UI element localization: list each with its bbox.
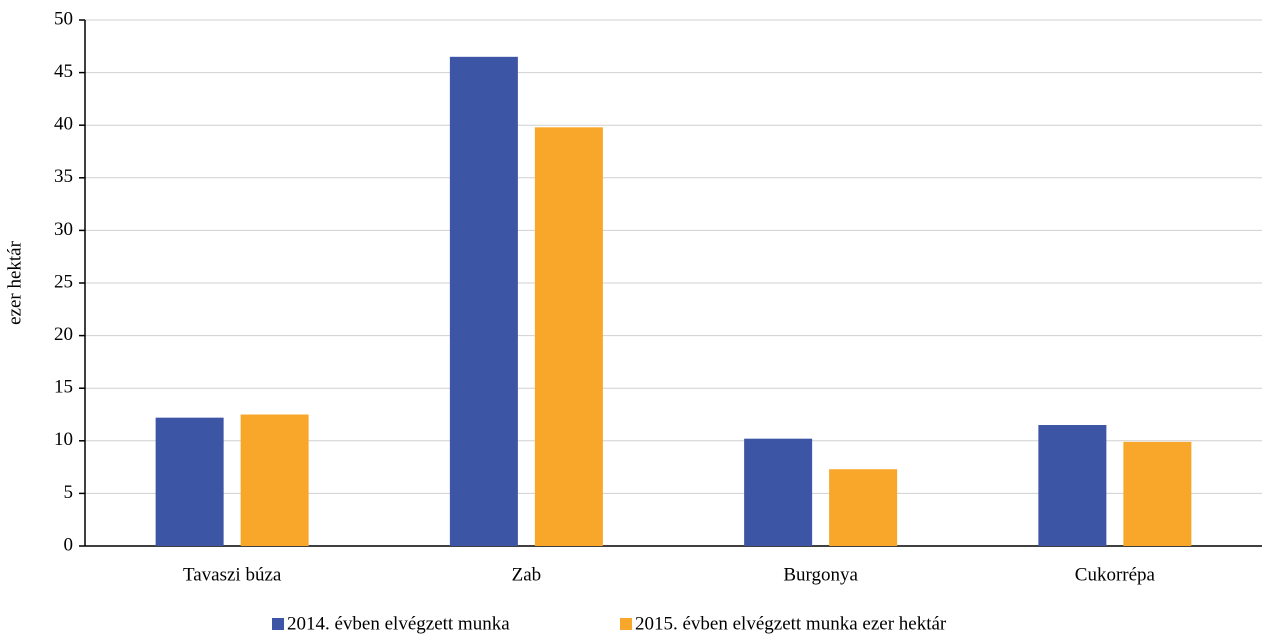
bar (744, 438, 813, 546)
y-tick-label: 15 (54, 377, 73, 398)
bar (1123, 441, 1192, 546)
legend-swatch (272, 618, 284, 630)
y-tick-label: 5 (64, 482, 74, 503)
x-tick-label: Burgonya (783, 564, 858, 585)
bar (534, 127, 603, 546)
legend-label: 2014. évben elvégzett munka (287, 613, 510, 634)
x-tick-label: Cukorrépa (1075, 564, 1156, 585)
y-tick-label: 35 (54, 166, 73, 187)
y-tick-label: 0 (64, 534, 74, 555)
legend-swatch (620, 618, 632, 630)
bar (449, 56, 518, 546)
y-tick-label: 10 (54, 429, 73, 450)
y-tick-label: 25 (54, 271, 73, 292)
bar (1038, 425, 1107, 546)
x-tick-label: Zab (512, 564, 542, 585)
y-tick-label: 30 (54, 219, 73, 240)
legend-label: 2015. évben elvégzett munka ezer hektár (635, 613, 947, 634)
bar (155, 417, 224, 546)
y-tick-label: 20 (54, 324, 73, 345)
y-tick-label: 40 (54, 114, 73, 135)
y-tick-label: 45 (54, 61, 73, 82)
bar (240, 414, 309, 546)
y-axis-label: ezer hektár (4, 240, 25, 325)
x-tick-label: Tavaszi búza (183, 564, 282, 585)
bar (829, 469, 898, 546)
y-tick-label: 50 (54, 8, 73, 29)
